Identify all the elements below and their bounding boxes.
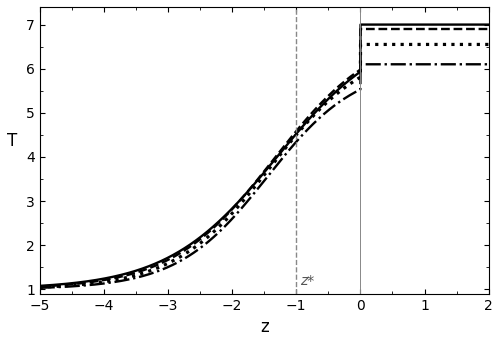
X-axis label: z: z [260,318,268,336]
Y-axis label: T: T [7,132,17,150]
Text: z*: z* [300,274,314,288]
